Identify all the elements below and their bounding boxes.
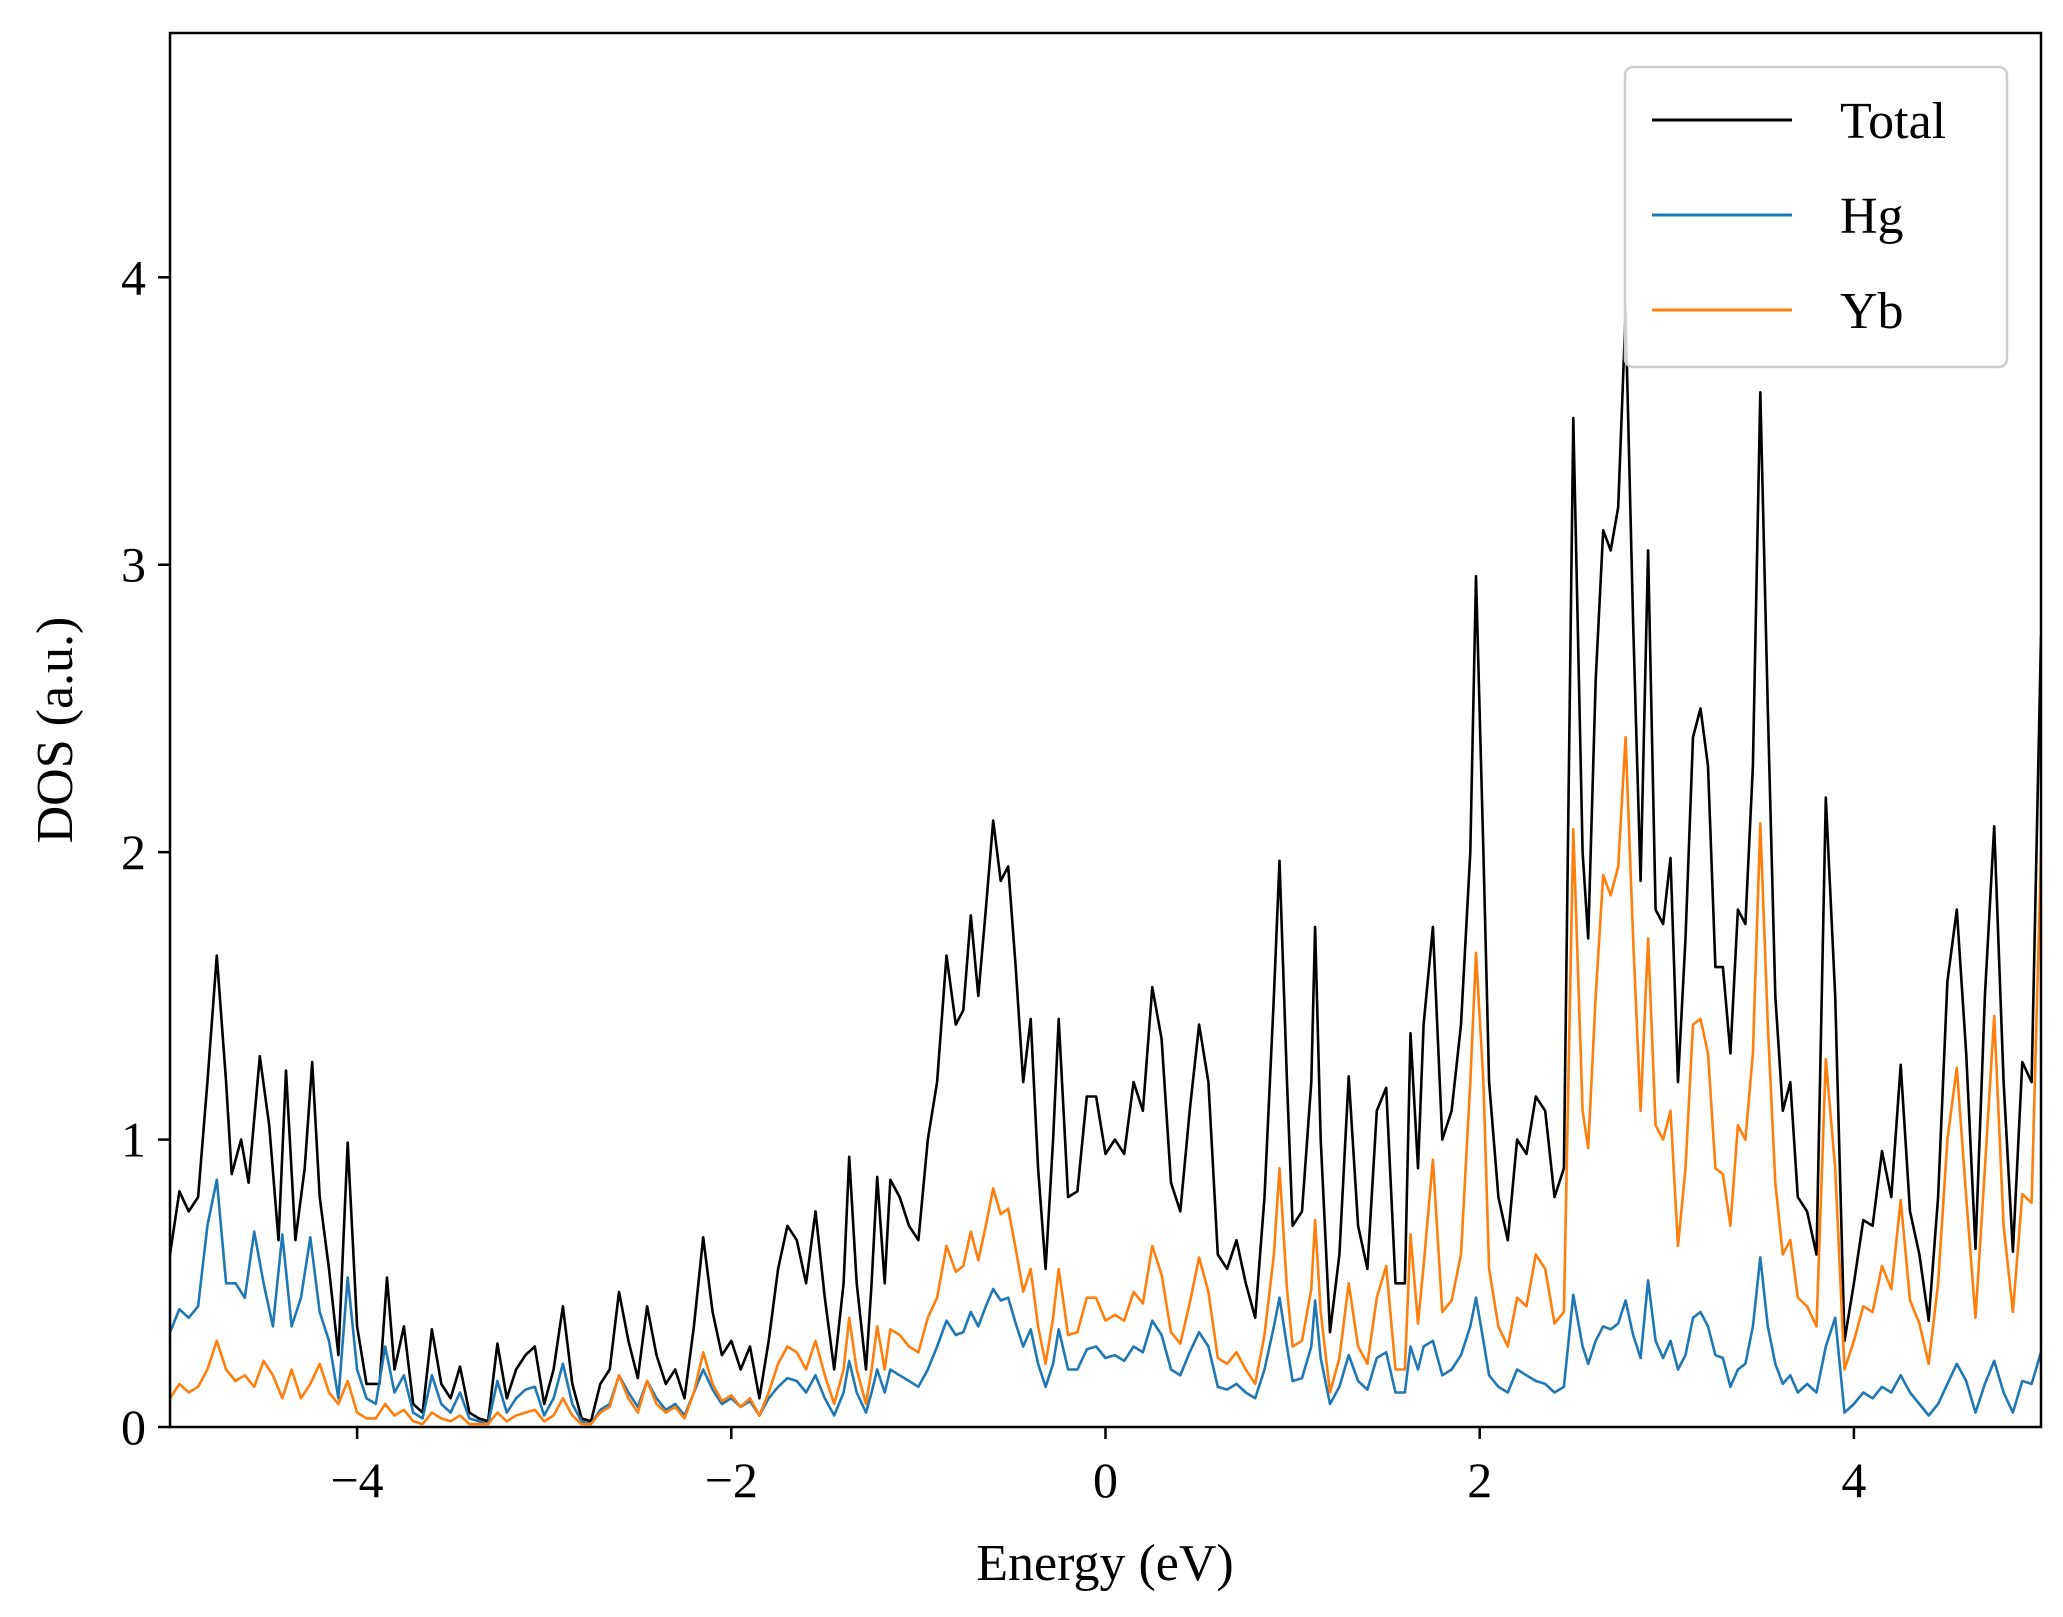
y-tick-label: 3 [121, 537, 146, 593]
y-tick-label: 0 [121, 1399, 146, 1455]
y-axis-label: DOS (a.u.) [27, 617, 84, 844]
x-axis-label: Energy (eV) [976, 1535, 1234, 1592]
legend-box [1623, 65, 2009, 369]
legend-label-yb: Yb [1840, 283, 1904, 340]
x-tick-label: 0 [1093, 1452, 1118, 1508]
x-tick-label: −2 [705, 1452, 758, 1508]
legend-label-total: Total [1840, 93, 1946, 150]
series-line-yb [170, 735, 2041, 1426]
y-tick-label: 4 [121, 249, 146, 305]
legend-entries: Total Hg Yb [1652, 93, 1946, 340]
x-tick-label: 2 [1467, 1452, 1492, 1508]
x-axis-ticks: −4 −2 0 2 4 [330, 1427, 1866, 1508]
series-line-total [170, 310, 2041, 1423]
legend-label-hg: Hg [1840, 188, 1904, 245]
x-tick-label: 4 [1841, 1452, 1866, 1508]
y-tick-label: 2 [121, 824, 146, 880]
y-axis-ticks: 0 1 2 3 4 [121, 249, 170, 1455]
legend: Total Hg Yb [1623, 65, 2009, 369]
x-tick-label: −4 [330, 1452, 383, 1508]
series-layer [170, 310, 2041, 1426]
series-line-hg [170, 1178, 2041, 1426]
y-tick-label: 1 [121, 1112, 146, 1168]
